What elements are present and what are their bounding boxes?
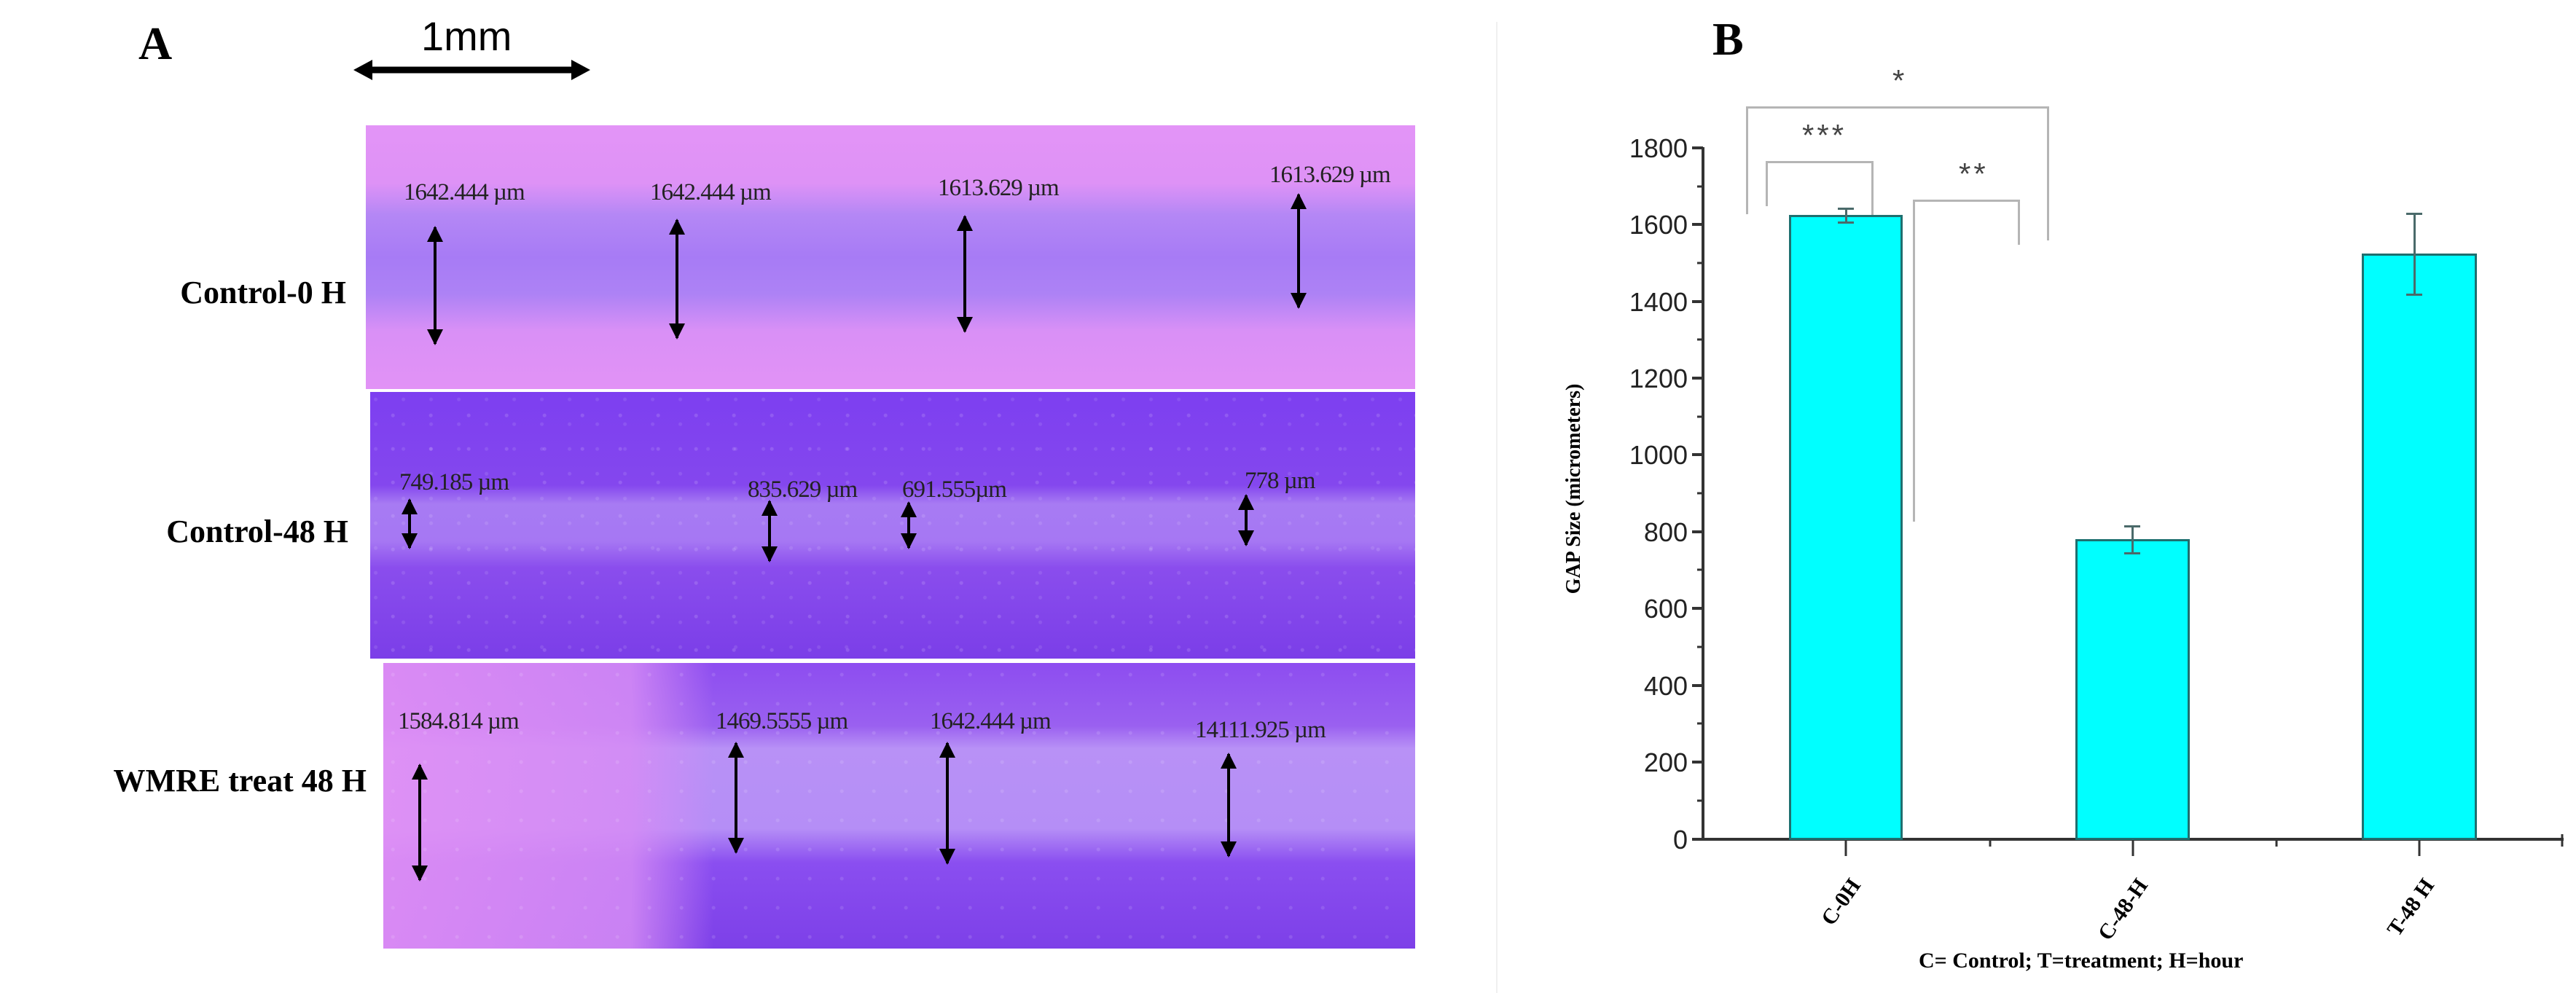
y-tick-label: 1000 bbox=[1629, 440, 1688, 470]
measurement-label: 778 µm bbox=[1245, 468, 1315, 494]
y-tick-label: 400 bbox=[1643, 671, 1688, 701]
bar-t-48h bbox=[2362, 254, 2477, 840]
row-label-control-48h: Control-48 H bbox=[166, 514, 348, 549]
measurement-arrow-icon bbox=[427, 226, 443, 345]
measurement-arrow-icon bbox=[669, 219, 685, 339]
measurement-arrow-icon bbox=[957, 215, 973, 333]
error-cap bbox=[2124, 525, 2140, 527]
panel-b-letter: B bbox=[1712, 13, 1744, 65]
measurement-label: 1642.444 µm bbox=[930, 708, 1052, 734]
x-axis-caption: C= Control; T=treatment; H=hour bbox=[1919, 949, 2244, 973]
error-cap bbox=[2124, 552, 2140, 554]
y-tick-label: 800 bbox=[1643, 517, 1688, 547]
error-cap bbox=[2406, 213, 2422, 215]
bar-c-0h bbox=[1789, 215, 1903, 840]
y-tick-label: 1800 bbox=[1629, 133, 1688, 163]
measurement-label: 691.555µm bbox=[902, 476, 1007, 503]
scale-bar-arrow-icon bbox=[353, 60, 590, 80]
measurement-arrow-icon bbox=[728, 742, 744, 854]
bracket-c48-t48 bbox=[1913, 200, 2020, 202]
error-bar bbox=[2131, 526, 2134, 553]
error-cap bbox=[2406, 294, 2422, 296]
bracket-c48-t48-left bbox=[1913, 200, 1915, 522]
y-tick-label: 0 bbox=[1672, 825, 1688, 855]
bracket-top bbox=[1746, 106, 2049, 109]
measurement-arrow-icon bbox=[901, 501, 917, 549]
error-bar bbox=[1845, 208, 1847, 222]
significance-star-3: *** bbox=[1802, 118, 1847, 152]
measurement-arrow-icon bbox=[402, 498, 418, 549]
micrograph-control-48h: 749.185 µm 835.629 µm 691.555µm 778 µm bbox=[370, 392, 1415, 659]
bar-c-48h bbox=[2075, 539, 2190, 840]
measurement-arrow-icon bbox=[1238, 494, 1254, 546]
error-cap bbox=[1838, 221, 1854, 224]
bracket-c48-t48-right bbox=[2018, 200, 2020, 245]
y-axis-title: GAP Size (micrometers) bbox=[1562, 383, 1585, 594]
measurement-arrow-icon bbox=[1291, 193, 1307, 309]
row-label-control-0h: Control-0 H bbox=[180, 275, 346, 310]
error-cap bbox=[1838, 208, 1854, 210]
x-category-label: C-48-H bbox=[2093, 874, 2153, 945]
bracket-top-left bbox=[1746, 106, 1748, 214]
measurement-label: 1584.814 µm bbox=[398, 708, 520, 734]
significance-star-2: ** bbox=[1959, 157, 1989, 191]
bracket-top-right bbox=[2047, 106, 2049, 240]
significance-star-1: * bbox=[1892, 63, 1908, 98]
x-category-label: C-0H bbox=[1816, 874, 1866, 930]
y-tick-label: 1200 bbox=[1629, 364, 1688, 393]
measurement-label: 1642.444 µm bbox=[404, 179, 525, 205]
y-tick-label: 600 bbox=[1643, 594, 1688, 624]
measurement-label: 835.629 µm bbox=[748, 476, 858, 503]
bracket-c0-c48 bbox=[1766, 161, 1874, 163]
measurement-label: 749.185 µm bbox=[399, 469, 509, 495]
y-tick-label: 1600 bbox=[1629, 210, 1688, 240]
micrograph-control-0h: 1642.444 µm 1642.444 µm 1613.629 µm 1613… bbox=[366, 125, 1415, 389]
measurement-label: 1642.444 µm bbox=[650, 179, 772, 205]
panel-divider bbox=[1496, 22, 1498, 993]
measurement-arrow-icon bbox=[939, 742, 955, 865]
micrograph-wmre-48h: 1584.814 µm 1469.5555 µm 1642.444 µm 141… bbox=[383, 663, 1415, 949]
row-label-wmre-48h: WMRE treat 48 H bbox=[113, 763, 367, 798]
y-tick-label: 200 bbox=[1643, 747, 1688, 777]
measurement-arrow-icon bbox=[412, 764, 428, 882]
measurement-arrow-icon bbox=[1221, 753, 1237, 857]
measurement-arrow-icon bbox=[762, 500, 778, 562]
x-category-label: T-48 H bbox=[2382, 874, 2440, 941]
scale-bar-label: 1mm bbox=[421, 13, 512, 59]
measurement-label: 14111.925 µm bbox=[1195, 717, 1326, 743]
measurement-label: 1613.629 µm bbox=[938, 175, 1060, 201]
error-bar bbox=[2413, 213, 2416, 294]
y-tick-label: 1400 bbox=[1629, 287, 1688, 317]
measurement-label: 1613.629 µm bbox=[1269, 162, 1391, 188]
measurement-label: 1469.5555 µm bbox=[716, 708, 848, 734]
bracket-c0-c48-left bbox=[1766, 161, 1768, 206]
panel-a-letter: A bbox=[138, 17, 173, 69]
